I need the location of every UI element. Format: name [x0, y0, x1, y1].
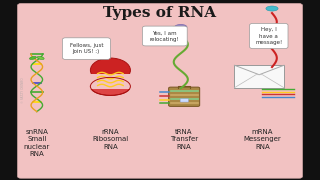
Text: © FAZZY OKINBO: © FAZZY OKINBO	[21, 77, 25, 103]
Text: snRNA
Small
nuclear
RNA: snRNA Small nuclear RNA	[24, 129, 50, 157]
FancyBboxPatch shape	[62, 38, 110, 59]
FancyBboxPatch shape	[250, 23, 288, 49]
FancyBboxPatch shape	[169, 87, 200, 106]
FancyBboxPatch shape	[90, 74, 131, 89]
Text: Hey, I
have a
message!: Hey, I have a message!	[255, 27, 283, 45]
Ellipse shape	[29, 56, 36, 60]
Text: rRNA
Ribosomal
RNA: rRNA Ribosomal RNA	[92, 129, 129, 150]
Ellipse shape	[90, 77, 131, 95]
Ellipse shape	[90, 58, 131, 82]
Text: tRNA
Transfer
RNA: tRNA Transfer RNA	[170, 129, 198, 150]
Text: Fellows, just
Join US! :): Fellows, just Join US! :)	[70, 43, 103, 54]
Text: mRNA
Messenger
RNA: mRNA Messenger RNA	[244, 129, 281, 150]
FancyBboxPatch shape	[18, 4, 302, 178]
FancyBboxPatch shape	[234, 65, 284, 88]
FancyBboxPatch shape	[142, 26, 187, 46]
Ellipse shape	[175, 24, 187, 30]
Ellipse shape	[37, 56, 44, 60]
Text: Types of RNA: Types of RNA	[103, 6, 217, 21]
Text: Yes, I am
relocating!: Yes, I am relocating!	[150, 30, 180, 42]
Ellipse shape	[266, 6, 278, 11]
FancyBboxPatch shape	[180, 99, 188, 102]
